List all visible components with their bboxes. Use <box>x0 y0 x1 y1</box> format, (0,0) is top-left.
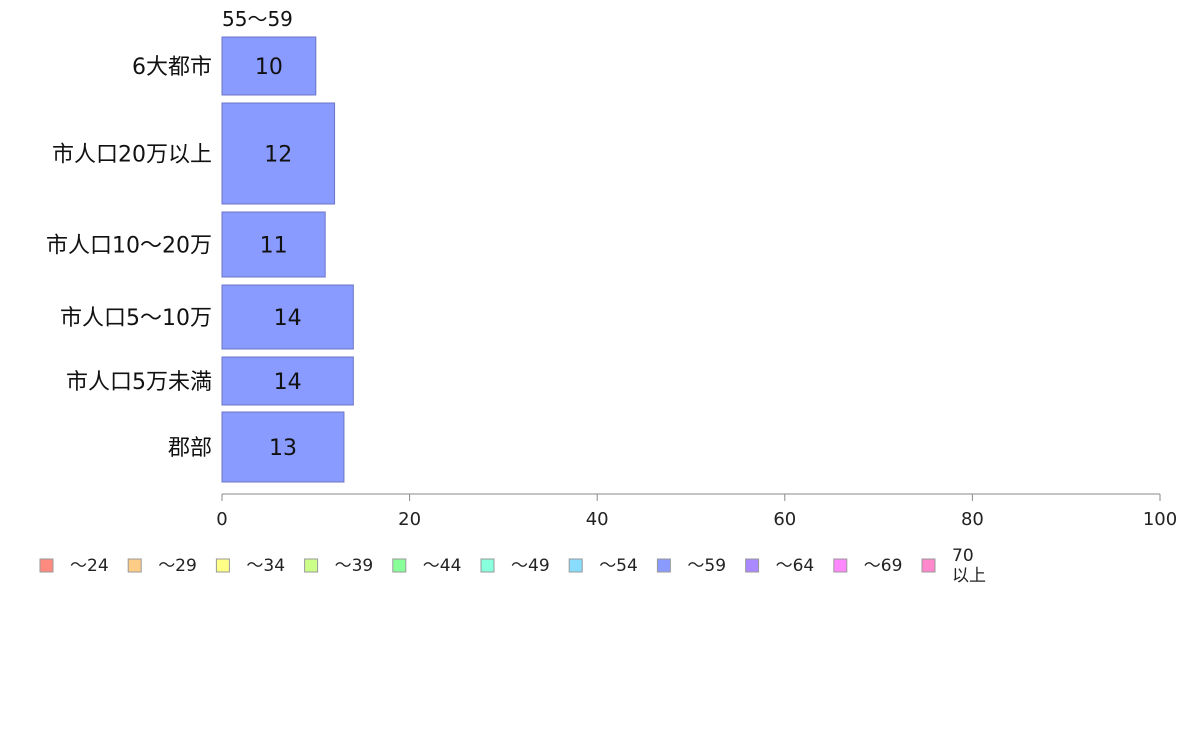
legend-label-6: 〜54 <box>599 556 638 576</box>
legend-swatch-3 <box>304 558 319 573</box>
category-label-2: 市人口10〜20万 <box>46 234 212 259</box>
legend-label-0-line-0: 〜24 <box>70 556 109 576</box>
legend-label-10: 70 以上 <box>952 546 986 586</box>
category-label-1: 市人口20万以上 <box>52 143 212 168</box>
category-label-4: 市人口5万未満 <box>66 370 212 395</box>
x-axis: 0 20 40 60 80 100 <box>216 493 1177 530</box>
legend-swatch-5 <box>480 558 495 573</box>
bar-3 <box>221 284 354 350</box>
value-label-0: 10 <box>255 55 283 80</box>
legend-label-8-line-0: 〜64 <box>776 556 815 576</box>
x-tick-label-4: 80 <box>961 509 984 530</box>
legend-label-2: 〜34 <box>246 556 285 576</box>
bar-5 <box>221 411 345 483</box>
legend-label-1-line-0: 〜29 <box>158 556 197 576</box>
legend-label-0: 〜24 <box>70 556 109 576</box>
legend-label-9: 〜69 <box>864 556 903 576</box>
legend-label-9-line-0: 〜69 <box>864 556 903 576</box>
legend-swatch-9 <box>833 558 848 573</box>
legend-label-8: 〜64 <box>776 556 815 576</box>
legend-label-7: 〜59 <box>687 556 726 576</box>
legend-label-10-line-0: 70 <box>952 546 974 566</box>
value-label-5: 13 <box>269 436 297 461</box>
category-label-0: 6大都市 <box>132 55 212 80</box>
x-tick-label-0: 0 <box>216 509 227 530</box>
x-tick-label-1: 20 <box>398 509 421 530</box>
x-tick-label-2: 40 <box>586 509 609 530</box>
bar-0 <box>221 36 317 96</box>
legend-label-4-line-0: 〜44 <box>423 556 462 576</box>
legend-label-5-line-0: 〜49 <box>511 556 550 576</box>
bars-group: 6大都市 10 市人口20万以上 12 市人口10〜20万 11 市人口5〜10万 14 市人口… <box>46 36 354 483</box>
x-tick-label-5: 100 <box>1143 509 1177 530</box>
legend-label-5: 〜49 <box>511 556 550 576</box>
legend-swatch-4 <box>392 558 407 573</box>
legend-label-3: 〜39 <box>335 556 374 576</box>
legend-label-10-line-1: 以上 <box>952 566 986 586</box>
legend-swatch-10 <box>921 558 936 573</box>
legend-label-6-line-0: 〜54 <box>599 556 638 576</box>
bar-1 <box>221 102 336 205</box>
legend-swatch-8 <box>745 558 760 573</box>
series-title: 55〜59 <box>222 7 293 31</box>
legend-label-7-line-0: 〜59 <box>687 556 726 576</box>
value-label-1: 12 <box>264 143 292 168</box>
category-label-3: 市人口5〜10万 <box>60 306 212 331</box>
legend-label-4: 〜44 <box>423 556 462 576</box>
legend-swatch-7 <box>656 558 671 573</box>
value-label-4: 14 <box>274 370 302 395</box>
x-tick-label-3: 60 <box>773 509 796 530</box>
legend-swatch-1 <box>127 558 142 573</box>
legend-label-2-line-0: 〜34 <box>246 556 285 576</box>
value-label-3: 14 <box>274 306 302 331</box>
legend-swatch-6 <box>568 558 583 573</box>
bar-2 <box>221 211 326 278</box>
legend-label-1: 〜29 <box>158 556 197 576</box>
legend: 〜24 〜29 〜34 〜39 〜44 〜49 〜54 〜59 〜64 〜69 70 以上 <box>39 546 986 586</box>
legend-swatch-0 <box>39 558 54 573</box>
legend-label-3-line-0: 〜39 <box>335 556 374 576</box>
category-label-5: 郡部 <box>168 436 212 461</box>
legend-swatch-2 <box>215 558 230 573</box>
bar-4 <box>221 356 354 406</box>
value-label-2: 11 <box>260 234 288 259</box>
